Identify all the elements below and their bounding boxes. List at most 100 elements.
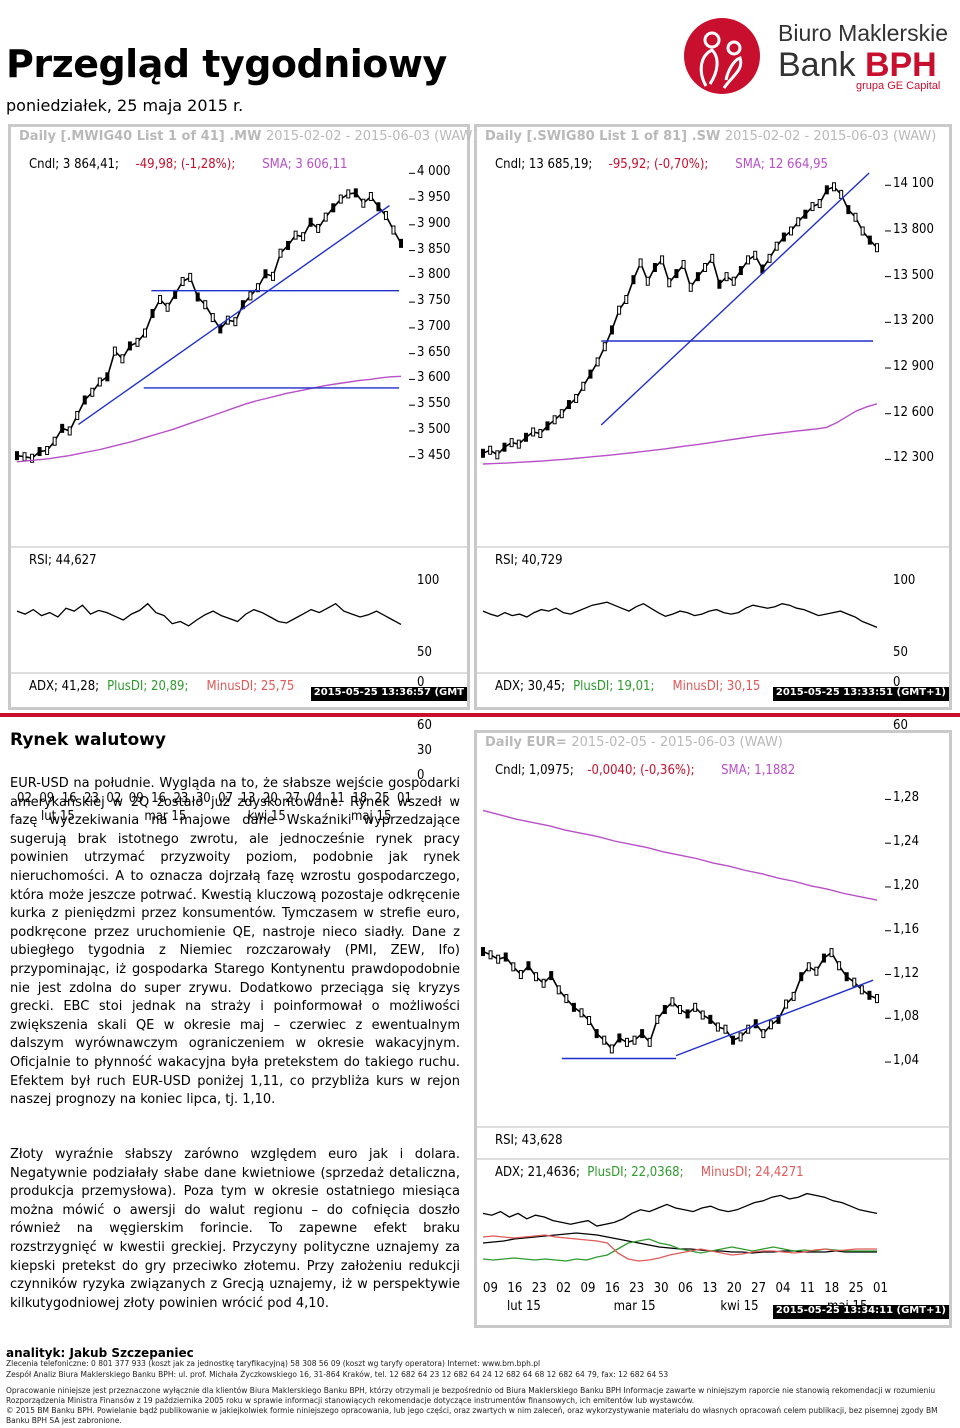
candle [859, 985, 864, 995]
x-tick-label: 04 [775, 1281, 791, 1296]
candle [158, 295, 163, 305]
candle [844, 972, 849, 982]
footer-disclaimer-1: Opracowanie niniejsze jest przeznaczone … [6, 1386, 936, 1395]
x-tick-label: 07 [218, 791, 234, 806]
adx-tick-label: 60 [417, 718, 432, 733]
candle [824, 185, 829, 195]
candle [655, 1014, 660, 1024]
candle [97, 377, 102, 387]
rsi-tick-label: 0 [893, 675, 901, 690]
candle [383, 211, 388, 221]
candle [723, 1024, 728, 1034]
candle [784, 999, 789, 1009]
candle [767, 253, 772, 263]
candle [817, 199, 822, 209]
x-tick-label: 02 [17, 791, 32, 806]
candle [75, 410, 80, 420]
candle [571, 1002, 576, 1012]
price-tick-label: 3 900 [417, 215, 451, 231]
candle [602, 342, 607, 352]
x-tick-label: 11 [799, 1281, 815, 1296]
candle [278, 248, 283, 258]
footer-disclaimer-4: Banku BPH SA jest zabronione. [6, 1416, 122, 1425]
candle [640, 1029, 645, 1039]
x-tick-label: 02 [106, 791, 122, 806]
candle [852, 977, 857, 987]
x-tick-label: 11 [329, 791, 345, 806]
x-tick-label: 20 [262, 791, 278, 806]
x-tick-label: 09 [580, 1281, 596, 1296]
candle [662, 1005, 667, 1015]
sma-line [16, 375, 402, 463]
chart-range: 2015-02-02 - 2015-06-03 (WAW) [724, 129, 937, 144]
section-divider [0, 713, 960, 717]
candle [688, 282, 693, 292]
candle [678, 1005, 682, 1015]
price-tick-label: 3 800 [417, 267, 451, 283]
x-tick-label: 30 [653, 1281, 669, 1296]
candle [210, 313, 215, 323]
candle [531, 427, 536, 437]
price-tick-label: 14 100 [893, 176, 934, 192]
candle [45, 446, 50, 456]
candle [631, 275, 636, 285]
chart-name: Daily [.MWIG40 List 1 of 41] .MW [19, 129, 262, 144]
candle [681, 259, 686, 269]
chart-eur: Daily EUR= 2015-02-05 - 2015-06-03 (WAW)… [474, 730, 952, 1328]
candle [523, 432, 528, 442]
x-tick-label: 16 [61, 791, 77, 806]
price-line [16, 192, 402, 460]
x-tick-label: 01 [397, 791, 412, 806]
price-tick-label: 3 450 [417, 447, 451, 463]
candle [715, 1022, 720, 1032]
logo-bph: BPH [864, 46, 937, 84]
candle [361, 198, 366, 208]
candle [556, 985, 561, 995]
candle [803, 209, 808, 219]
price-tick-label: 12 900 [893, 359, 934, 374]
candle [173, 289, 178, 299]
x-tick-label: 25 [374, 791, 390, 806]
candle [511, 962, 516, 972]
logo-line2: Bank BPH [778, 46, 937, 85]
price-tick-label: 1,12 [893, 965, 920, 981]
x-month-label: mar 15 [144, 809, 187, 824]
candle [685, 1009, 690, 1019]
candle [731, 1035, 736, 1045]
rsi-tick-label: 50 [417, 645, 432, 660]
price-tick-label: 3 850 [417, 241, 451, 257]
candle [674, 269, 679, 279]
candle [488, 445, 493, 455]
candle [587, 1015, 592, 1025]
chart-timestamp: 2015-05-25 13:33:51 (GMT+1) [772, 687, 949, 701]
candle [331, 203, 336, 213]
cndl-value: Cndl; 13 685,19; [495, 157, 593, 172]
candle [82, 395, 87, 405]
x-month-label: lut 15 [507, 1299, 541, 1314]
rsi-label: RSI; 44,627 [29, 553, 97, 568]
candle [588, 369, 593, 379]
candle [255, 283, 260, 293]
x-tick-label: 23 [531, 1281, 547, 1296]
bph-logo: Biuro Maklerskie Bank BPH grupa GE Capit… [672, 14, 956, 98]
price-tick-label: 3 500 [417, 421, 451, 437]
report-date: poniedziałek, 25 maja 2015 r. [6, 96, 244, 115]
candle [526, 961, 531, 971]
change-value: -95,92; (-0,70%); [608, 157, 709, 172]
candle [105, 372, 110, 382]
candle [37, 447, 42, 457]
sma-line [482, 403, 878, 465]
footer-address: Zespół Analiz Biura Maklerskiego Banku B… [6, 1370, 669, 1379]
price-line [482, 950, 878, 1051]
chart-range: 2015-02-02 - 2015-06-03 (WAW) [265, 129, 478, 144]
candle [509, 438, 514, 448]
chart-canvas [477, 798, 949, 1262]
x-tick-label: 02 [556, 1281, 572, 1296]
sma-value: SMA; 12 664,95 [735, 157, 828, 172]
candle [353, 188, 358, 198]
candle [30, 453, 35, 463]
candle [645, 276, 650, 286]
cndl-value: Cndl; 3 864,41; [29, 157, 119, 172]
candle [738, 266, 743, 276]
candle [368, 191, 373, 201]
